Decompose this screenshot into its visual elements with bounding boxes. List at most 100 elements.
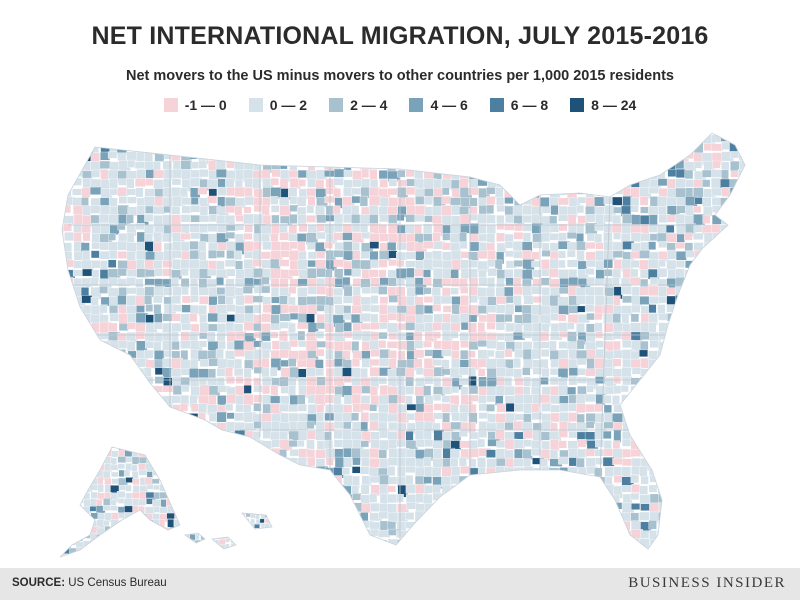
county-cell [166,447,176,450]
county-cell [108,539,118,549]
county-cell [541,250,552,257]
county-cell [702,197,712,207]
county-cell [109,526,117,538]
county-cell [181,384,190,393]
county-cell [180,502,191,514]
county-cell [118,547,130,549]
county-cell [215,160,226,170]
county-cell [199,169,209,178]
county-cell [60,449,62,459]
county-cell [683,538,693,546]
county-cell [477,133,486,134]
county-cell [306,358,316,369]
county-cell [478,395,487,404]
county-cell [647,285,660,296]
county-cell [712,493,723,505]
county-cell [513,358,521,369]
county-cell [738,467,745,480]
county-cell [531,538,543,547]
county-cell [90,547,102,549]
county-cell [756,394,767,402]
county-cell [103,533,111,542]
county-cell [584,393,596,403]
county-cell [279,529,293,539]
county-cell [613,125,623,131]
county-cell [68,477,76,486]
county-cell [73,476,86,484]
county-cell [118,233,128,242]
county-cell [96,554,104,557]
county-cell [404,152,414,160]
county-cell [666,358,679,368]
county-cell [747,395,754,407]
county-cell [244,467,254,475]
county-cell [261,285,271,294]
county-cell [703,503,714,513]
county-cell [239,543,245,549]
county-cell [208,458,219,470]
county-cell [748,197,757,206]
county-cell [127,159,136,168]
county-cell [612,277,620,286]
county-cell [81,368,94,380]
county-cell [131,547,140,557]
county-cell [495,304,506,314]
county-cell [81,394,94,406]
county-cell [432,394,442,401]
county-cell [711,197,722,206]
county-cell [369,195,382,206]
county-cell [253,385,263,393]
county-cell [567,386,577,395]
county-cell [441,133,451,137]
legend-swatch [248,98,263,112]
county-cell [541,151,555,160]
county-cell [307,529,316,540]
county-cell [225,322,235,332]
county-cell [298,539,310,549]
county-cell [603,269,613,277]
county-cell [109,340,120,350]
county-cell [352,330,363,341]
county-cell [729,422,741,434]
county-cell [360,368,368,379]
county-cell [370,259,379,269]
county-cell [433,529,446,538]
county-cell [694,502,703,512]
county-cell [758,151,767,159]
county-cell [451,160,465,172]
county-cell [649,277,659,285]
county-cell [550,133,562,138]
county-cell [387,521,397,530]
county-cell [712,529,725,542]
county-cell [278,330,288,342]
county-cell [108,431,117,442]
county-cell [559,485,573,498]
county-cell [270,529,283,541]
county-cell [219,519,226,524]
county-cell [747,323,757,332]
county-cell [288,503,300,513]
county-cell [749,286,760,296]
county-cell [504,160,514,173]
county-cell [693,304,707,312]
county-cell [549,187,561,199]
region-outline [59,446,181,558]
county-cell [216,250,225,258]
county-cell [685,520,696,528]
county-cell [721,529,732,539]
county-cell [288,286,297,294]
county-cell [307,242,316,250]
county-cell [666,466,677,475]
county-cell [684,376,694,386]
county-cell [262,304,272,313]
county-cell [748,277,756,285]
county-cell [97,476,104,485]
county-cell [190,503,204,516]
county-cell [585,214,596,223]
county-cell [343,169,353,178]
county-cell [567,519,581,530]
county-cell [288,530,299,541]
county-cell [568,494,578,503]
county-cell [73,133,83,136]
county-cell [343,376,353,383]
